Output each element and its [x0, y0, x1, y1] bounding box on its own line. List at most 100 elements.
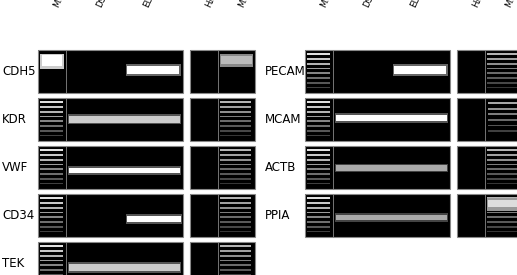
Bar — [487, 58, 517, 60]
Bar — [487, 207, 517, 209]
Bar — [307, 120, 330, 122]
Bar — [488, 125, 517, 126]
Bar — [457, 98, 517, 141]
Text: VWF: VWF — [2, 161, 28, 174]
Text: PECAM1: PECAM1 — [265, 65, 313, 78]
Bar — [40, 216, 63, 218]
Bar — [307, 125, 330, 127]
Bar — [127, 216, 181, 222]
Bar — [220, 197, 251, 199]
Bar — [305, 50, 450, 93]
Bar — [40, 111, 63, 113]
Bar — [40, 183, 63, 184]
Bar — [487, 212, 517, 213]
Bar — [40, 120, 63, 122]
Bar — [457, 98, 517, 141]
Bar — [38, 194, 183, 237]
Bar — [488, 130, 517, 132]
Bar — [40, 149, 63, 151]
Bar — [127, 66, 179, 74]
Bar — [487, 183, 517, 184]
Bar — [220, 116, 251, 117]
Bar — [488, 108, 517, 110]
Bar — [38, 146, 183, 189]
Bar — [40, 274, 63, 275]
Text: CD34: CD34 — [2, 209, 34, 222]
Bar — [220, 101, 251, 103]
Bar — [220, 226, 251, 227]
Bar — [487, 221, 517, 223]
Bar — [307, 82, 330, 84]
Bar — [190, 50, 255, 93]
Text: H₂O: H₂O — [204, 0, 219, 9]
Bar — [220, 164, 251, 165]
Bar — [40, 134, 63, 136]
Text: M.W.: M.W. — [504, 0, 517, 9]
Bar — [220, 260, 251, 261]
Bar — [40, 154, 63, 156]
Bar — [190, 194, 255, 237]
Bar — [487, 202, 517, 204]
Bar — [40, 125, 63, 127]
Bar — [190, 146, 255, 189]
Bar — [307, 173, 330, 175]
Bar — [307, 226, 330, 227]
Bar — [307, 197, 330, 199]
Bar — [40, 246, 63, 247]
Bar — [305, 98, 450, 141]
Bar — [40, 255, 63, 257]
Bar — [220, 269, 251, 271]
Bar — [220, 255, 251, 257]
Bar — [307, 111, 330, 113]
Bar — [126, 214, 182, 224]
Bar — [38, 98, 183, 141]
Bar — [487, 154, 517, 156]
Bar — [307, 207, 330, 209]
Bar — [40, 106, 63, 108]
Bar — [307, 63, 330, 65]
Bar — [220, 154, 251, 156]
Bar — [220, 178, 251, 180]
Bar — [457, 50, 517, 93]
Bar — [487, 87, 517, 88]
Bar — [457, 146, 517, 189]
Text: ELC: ELC — [409, 0, 424, 9]
Bar — [487, 173, 517, 175]
Bar — [40, 54, 64, 69]
Bar — [220, 216, 251, 218]
Bar — [38, 242, 183, 275]
Bar — [457, 194, 517, 237]
Bar — [220, 246, 251, 247]
Bar — [488, 102, 517, 104]
Bar — [69, 116, 180, 122]
Bar — [38, 242, 183, 275]
Text: DS-1: DS-1 — [362, 0, 379, 9]
Text: M.W.: M.W. — [236, 0, 253, 9]
Bar — [487, 63, 517, 65]
Bar — [394, 66, 446, 74]
Bar — [220, 130, 251, 131]
Bar — [488, 114, 517, 115]
Bar — [488, 200, 517, 207]
Bar — [305, 50, 450, 93]
Bar — [40, 264, 63, 266]
Bar — [487, 168, 517, 170]
Bar — [307, 168, 330, 170]
Bar — [38, 146, 183, 189]
Bar — [40, 197, 63, 199]
Bar — [305, 146, 450, 189]
Bar — [487, 149, 517, 151]
Bar — [220, 212, 251, 213]
Bar — [220, 125, 251, 127]
Bar — [307, 87, 330, 88]
Bar — [307, 134, 330, 136]
Bar — [40, 250, 63, 252]
Bar — [220, 54, 253, 67]
Bar — [307, 216, 330, 218]
Bar — [40, 260, 63, 261]
Bar — [220, 207, 251, 209]
Bar — [305, 146, 450, 189]
Text: M.W.: M.W. — [52, 0, 69, 9]
Bar — [40, 221, 63, 223]
Bar — [220, 250, 251, 252]
